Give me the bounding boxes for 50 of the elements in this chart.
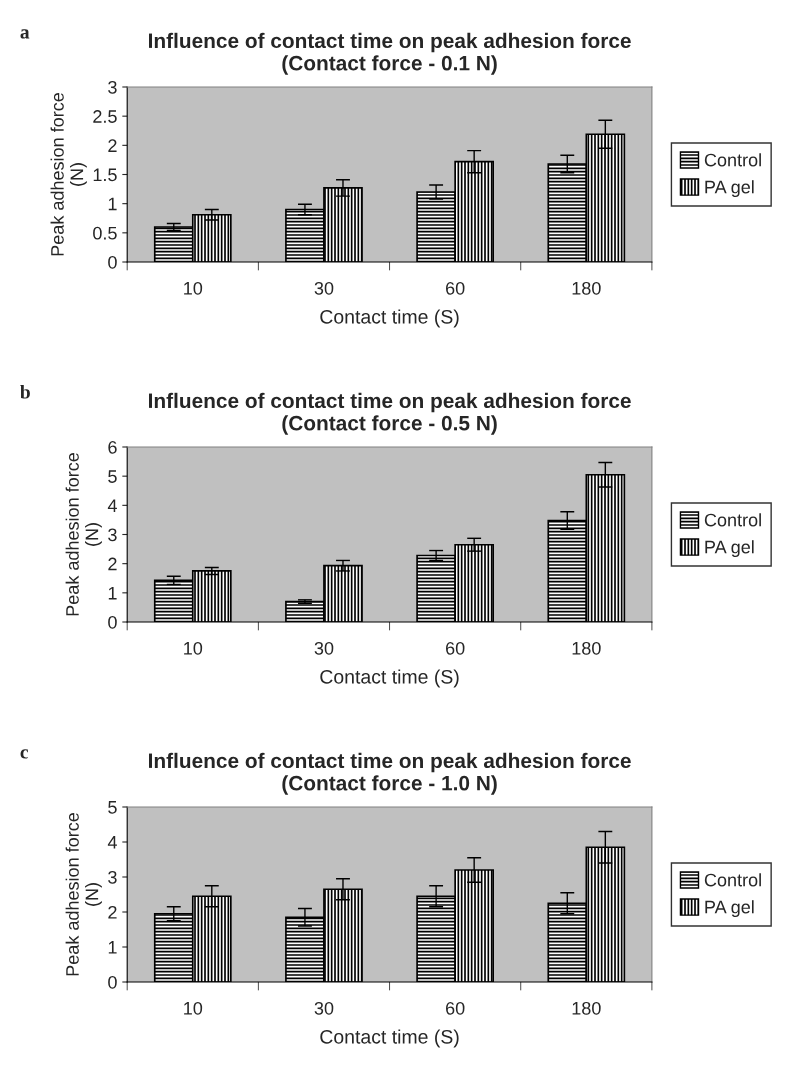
x-tick-label: 180 bbox=[572, 1001, 601, 1015]
y-tick-label: 2 bbox=[108, 905, 117, 919]
legend-label: PA gel bbox=[705, 180, 754, 198]
y-tick-label: 3 bbox=[108, 80, 117, 94]
chart-title: Influence of contact time on peak adhesion force (Contact force - 0.1 N) bbox=[149, 32, 631, 75]
y-axis-title: Peak adhesion force (N) bbox=[65, 812, 102, 976]
y-tick-label: 2 bbox=[108, 557, 117, 571]
text: a bbox=[20, 29, 30, 39]
legend-label: Control bbox=[704, 873, 761, 887]
y-axis-title: Peak adhesion force (N) bbox=[50, 92, 87, 256]
y-tick-label: 5 bbox=[108, 801, 117, 814]
y-tick-label: 0.5 bbox=[93, 226, 117, 240]
y-tick-label: 5 bbox=[108, 470, 117, 483]
y-tick-label: 1 bbox=[108, 197, 117, 211]
legend-label: PA gel bbox=[705, 900, 754, 918]
y-tick-label: 0 bbox=[108, 615, 117, 629]
x-axis-title: Contact time (S) bbox=[320, 309, 459, 328]
legend-label: Control bbox=[704, 513, 761, 527]
y-tick-label: 3 bbox=[108, 528, 117, 542]
legend-label: Control bbox=[704, 153, 761, 167]
x-axis-title: Contact time (S) bbox=[320, 1029, 459, 1048]
y-tick-label: 4 bbox=[107, 836, 117, 849]
text: b bbox=[20, 384, 30, 399]
chart-title: Influence of contact time on peak adhesion force (Contact force - 1.0 N) bbox=[149, 752, 631, 795]
x-tick-label: 180 bbox=[572, 641, 601, 655]
x-tick-label: 10 bbox=[184, 641, 203, 655]
chart-title: Influence of contact time on peak adhesion force (Contact force - 0.5 N) bbox=[149, 392, 631, 435]
x-tick-label: 10 bbox=[184, 281, 203, 295]
y-tick-label: 3 bbox=[108, 870, 117, 884]
y-tick-label: 1 bbox=[108, 586, 117, 600]
text: c bbox=[20, 749, 29, 759]
x-tick-label: 60 bbox=[446, 641, 465, 655]
y-tick-label: 4 bbox=[107, 499, 117, 512]
y-tick-label: 6 bbox=[108, 440, 117, 454]
y-tick-label: 1.5 bbox=[93, 168, 117, 182]
x-tick-label: 180 bbox=[572, 281, 601, 295]
y-tick-label: 0 bbox=[108, 255, 117, 269]
x-tick-label: 30 bbox=[314, 1001, 334, 1015]
legend-label: PA gel bbox=[705, 540, 754, 558]
y-tick-label: 0 bbox=[108, 975, 117, 989]
y-axis-title: Peak adhesion force (N) bbox=[65, 452, 102, 616]
x-tick-label: 30 bbox=[314, 281, 334, 295]
y-tick-label: 2.5 bbox=[93, 110, 117, 123]
x-tick-label: 60 bbox=[446, 281, 465, 295]
x-tick-label: 60 bbox=[446, 1001, 465, 1015]
x-tick-label: 30 bbox=[314, 641, 334, 655]
x-tick-label: 10 bbox=[184, 1001, 203, 1015]
y-tick-label: 1 bbox=[108, 941, 117, 954]
x-axis-title: Contact time (S) bbox=[320, 669, 459, 688]
y-tick-label: 2 bbox=[108, 139, 117, 152]
